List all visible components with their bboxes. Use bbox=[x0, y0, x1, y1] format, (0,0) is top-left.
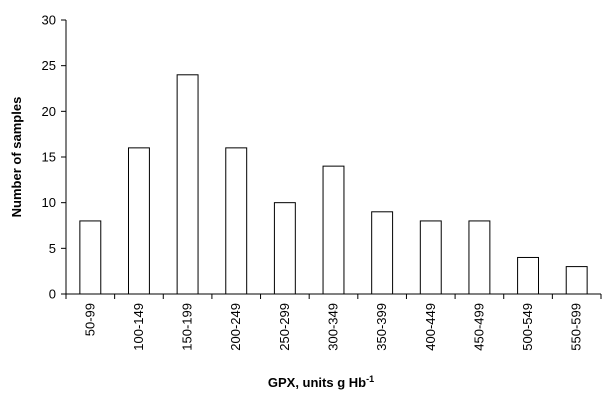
y-tick-label: 30 bbox=[42, 13, 56, 28]
x-tick-label: 250-299 bbox=[277, 303, 292, 351]
bar bbox=[468, 220, 491, 295]
y-tick-label: 10 bbox=[42, 195, 56, 210]
x-tick-label: 150-199 bbox=[180, 303, 195, 351]
bar bbox=[176, 74, 199, 295]
x-tick-label: 200-249 bbox=[228, 303, 243, 351]
x-tick-label: 450-499 bbox=[471, 303, 486, 351]
x-tick-label: 550-599 bbox=[569, 303, 584, 351]
bar bbox=[517, 256, 540, 295]
x-axis-title-main: GPX, units g Hb bbox=[268, 375, 366, 390]
y-axis-title: Number of samples bbox=[9, 97, 24, 218]
bar bbox=[273, 202, 296, 295]
x-tick-label: 100-149 bbox=[131, 303, 146, 351]
x-tick-label: 50-99 bbox=[82, 303, 97, 336]
y-axis-ticks: 0 5 10 15 20 25 30 bbox=[42, 13, 66, 302]
y-tick-label: 0 bbox=[49, 287, 56, 302]
x-tick-label: 500-549 bbox=[520, 303, 535, 351]
bar bbox=[322, 165, 345, 295]
x-axis-title: GPX, units g Hb-1 bbox=[268, 374, 374, 390]
bar bbox=[419, 220, 442, 295]
y-tick-label: 15 bbox=[42, 150, 56, 165]
bar bbox=[225, 147, 248, 295]
x-axis-title-superscript: -1 bbox=[366, 374, 374, 384]
bar bbox=[565, 266, 588, 295]
bar bbox=[127, 147, 150, 295]
x-tick-label: 350-399 bbox=[374, 303, 389, 351]
x-axis-ticks: 50-99 100-149 150-199 200-249 250-299 300-349… bbox=[65, 294, 602, 351]
y-tick-label: 5 bbox=[49, 241, 56, 256]
bar bbox=[79, 220, 102, 295]
x-tick-label: 400-449 bbox=[423, 303, 438, 351]
bar bbox=[371, 211, 394, 295]
bars bbox=[79, 74, 588, 295]
y-tick-label: 20 bbox=[42, 104, 56, 119]
y-tick-label: 25 bbox=[42, 58, 56, 73]
x-tick-label: 300-349 bbox=[326, 303, 341, 351]
